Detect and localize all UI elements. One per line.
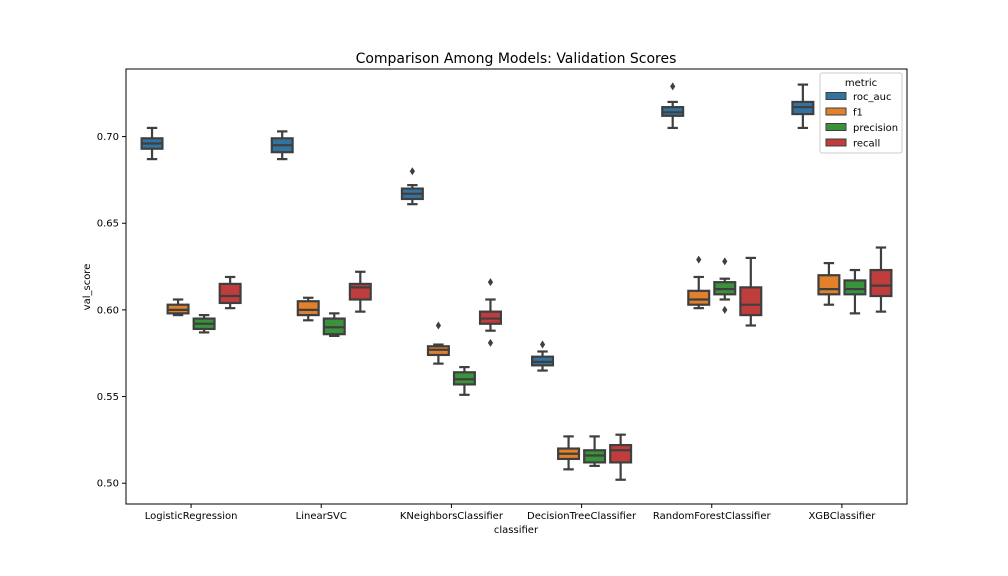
box-recall (869, 246, 893, 313)
outlier-marker (696, 255, 702, 264)
box-precision (843, 268, 867, 315)
axes-frame (125, 68, 908, 505)
box-precision (583, 435, 607, 467)
outlier-marker (670, 82, 676, 91)
box-f1 (817, 262, 841, 306)
outlier-marker (409, 167, 415, 176)
legend-swatch-roc_auc (825, 92, 847, 100)
box-recall (218, 275, 242, 310)
outlier-marker (487, 278, 494, 287)
box-iqr (817, 274, 841, 296)
legend-label-roc_auc: roc_auc (853, 92, 891, 103)
legend-swatch-recall (825, 138, 847, 147)
x-tick-label: DecisionTreeClassifier (527, 511, 637, 522)
box-precision (452, 365, 476, 396)
box-iqr (609, 443, 633, 464)
x-tick-label: RandomForestClassifier (653, 511, 772, 522)
box-f1 (296, 296, 320, 322)
y-tick-label: 0.55 (97, 392, 119, 403)
legend: metric roc_auc f1 precision recall (819, 72, 903, 154)
legend-label-f1: f1 (853, 108, 863, 119)
box-precision (192, 313, 216, 334)
box-recall (348, 270, 372, 313)
x-tick-label: XGBClassifier (808, 511, 876, 522)
box-recall (478, 278, 502, 347)
box-iqr (296, 300, 320, 317)
y-tick-label: 0.65 (97, 219, 119, 230)
box-roc_auc (791, 83, 815, 130)
box-recall (609, 433, 633, 481)
x-axis-label: classifier (494, 525, 539, 536)
outlier-marker (722, 305, 728, 314)
box-iqr (348, 282, 372, 301)
legend-label-precision: precision (853, 123, 898, 134)
plot-area: 0.50 0.55 0.60 0.65 0.70 LogisticRegression Li… (97, 82, 893, 522)
box-iqr (869, 268, 893, 298)
box-iqr (739, 286, 763, 317)
box-roc_auc (400, 167, 424, 206)
y-tick-label: 0.50 (97, 479, 119, 490)
outlier-marker (722, 257, 728, 266)
box-f1 (166, 298, 190, 317)
box-precision (713, 257, 737, 314)
box-f1 (557, 435, 581, 471)
x-tick-label: LinearSVC (296, 511, 347, 522)
y-tick-label: 0.70 (97, 132, 119, 143)
outlier-marker (487, 338, 494, 347)
legend-swatch-precision (825, 123, 847, 131)
box-iqr (687, 289, 711, 306)
box-iqr (843, 279, 867, 296)
outlier-marker (435, 321, 441, 330)
box-precision (322, 312, 346, 337)
y-axis-label: val_score (82, 264, 93, 311)
chart-title: Comparison Among Models: Validation Scor… (356, 51, 677, 67)
x-tick-label: KNeighborsClassifier (400, 511, 504, 522)
legend-swatch-f1 (825, 107, 847, 116)
legend-label-recall: recall (853, 139, 880, 150)
y-tick-label: 0.60 (97, 305, 119, 316)
box-f1 (426, 321, 450, 365)
box-f1 (687, 255, 711, 310)
box-recall (739, 256, 763, 327)
legend-title: metric (845, 78, 877, 89)
box-roc_auc (270, 130, 294, 161)
outlier-marker (539, 340, 546, 349)
box-iqr (218, 282, 242, 305)
x-tick-label: LogisticRegression (145, 511, 238, 522)
box-roc_auc (140, 126, 164, 161)
box-roc_auc (661, 82, 685, 130)
box-roc_auc (531, 340, 555, 372)
